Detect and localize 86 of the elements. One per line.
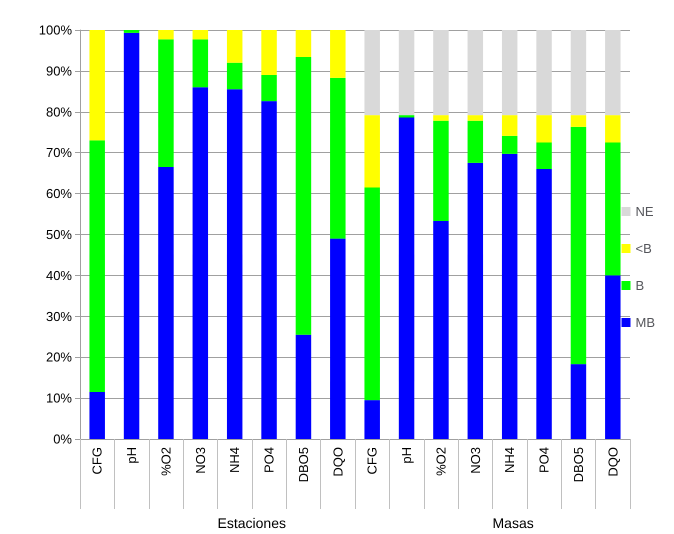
bar <box>192 39 208 88</box>
bar <box>296 334 312 439</box>
bar <box>605 30 621 116</box>
bar <box>605 115 621 142</box>
y-tick-label: 10% <box>46 390 72 406</box>
bar <box>124 32 140 439</box>
bar <box>502 136 518 154</box>
y-tick-label: 50% <box>46 227 72 242</box>
bar <box>261 101 277 439</box>
bar <box>296 30 312 57</box>
bar <box>330 30 346 78</box>
x-tick-label: DBO5 <box>296 447 311 482</box>
x-tick-label: NH4 <box>502 447 518 474</box>
bar <box>502 154 518 439</box>
x-tick-label: pH <box>399 447 414 464</box>
bar <box>364 400 380 439</box>
y-tick-label: 70% <box>46 145 72 160</box>
text: Estaciones <box>218 515 286 531</box>
bar <box>570 126 586 364</box>
legend-label: B <box>636 278 644 293</box>
bar <box>536 169 552 439</box>
x-tick-label: NO3 <box>192 447 208 474</box>
bar <box>433 221 449 439</box>
bar <box>536 142 552 170</box>
bar <box>468 115 484 121</box>
x-tick-label: NH4 <box>227 447 242 474</box>
y-tick-label: 40% <box>46 268 72 283</box>
bar <box>398 115 414 118</box>
y-tick-label: 0% <box>53 432 72 446</box>
bar <box>398 30 414 116</box>
bar <box>433 115 449 121</box>
bar <box>158 30 174 40</box>
y-tick-label: 100% <box>38 22 72 38</box>
x-tick-label: NO3 <box>468 447 483 474</box>
bar <box>226 89 242 439</box>
bar <box>226 30 242 63</box>
x-tick-label: CFG <box>90 447 105 474</box>
bar <box>330 238 346 439</box>
bar <box>89 30 105 140</box>
x-tick-label: CFG <box>364 447 380 474</box>
x-tick-label: DQO <box>330 447 346 477</box>
y-tick-label: 30% <box>46 308 72 324</box>
x-tick-label: DQO <box>605 447 620 477</box>
x-tick-label: PO4 <box>262 447 277 474</box>
bar <box>89 140 105 392</box>
x-tick-label: %O2 <box>433 447 448 476</box>
y-tick-label: 60% <box>46 186 72 202</box>
bar <box>398 118 414 439</box>
bar <box>570 30 586 116</box>
bar <box>536 30 552 116</box>
x-tick-label: pH <box>124 447 140 464</box>
bar <box>158 39 174 168</box>
x-tick-label: DBO5 <box>570 447 586 482</box>
bar <box>433 30 449 116</box>
bar <box>364 115 380 188</box>
bar <box>364 30 380 116</box>
bar <box>468 30 484 116</box>
text: Masas <box>492 515 534 531</box>
bar <box>226 62 242 90</box>
x-tick-label: PO4 <box>536 447 552 474</box>
bar <box>468 120 484 163</box>
legend-label: NE <box>636 204 654 219</box>
bar <box>89 392 105 439</box>
legend-label: <B <box>636 241 652 256</box>
bar <box>261 30 277 75</box>
bar <box>433 120 449 222</box>
bar <box>605 142 621 276</box>
bar <box>158 167 174 439</box>
bar <box>570 364 586 439</box>
bar <box>468 162 484 439</box>
bar <box>296 56 312 335</box>
bar <box>502 115 518 136</box>
legend-label: MB <box>636 315 655 330</box>
bar <box>192 87 208 439</box>
bar <box>364 187 380 400</box>
bar <box>124 30 140 33</box>
bar <box>536 115 552 142</box>
bar <box>192 30 208 40</box>
y-tick-label: 80% <box>46 104 72 120</box>
bar <box>330 78 346 239</box>
x-tick-label: %O2 <box>158 447 174 476</box>
bar <box>570 115 586 127</box>
bar <box>502 30 518 116</box>
y-tick-label: 20% <box>46 350 72 365</box>
y-tick-label: 90% <box>46 63 72 78</box>
bar <box>261 74 277 102</box>
